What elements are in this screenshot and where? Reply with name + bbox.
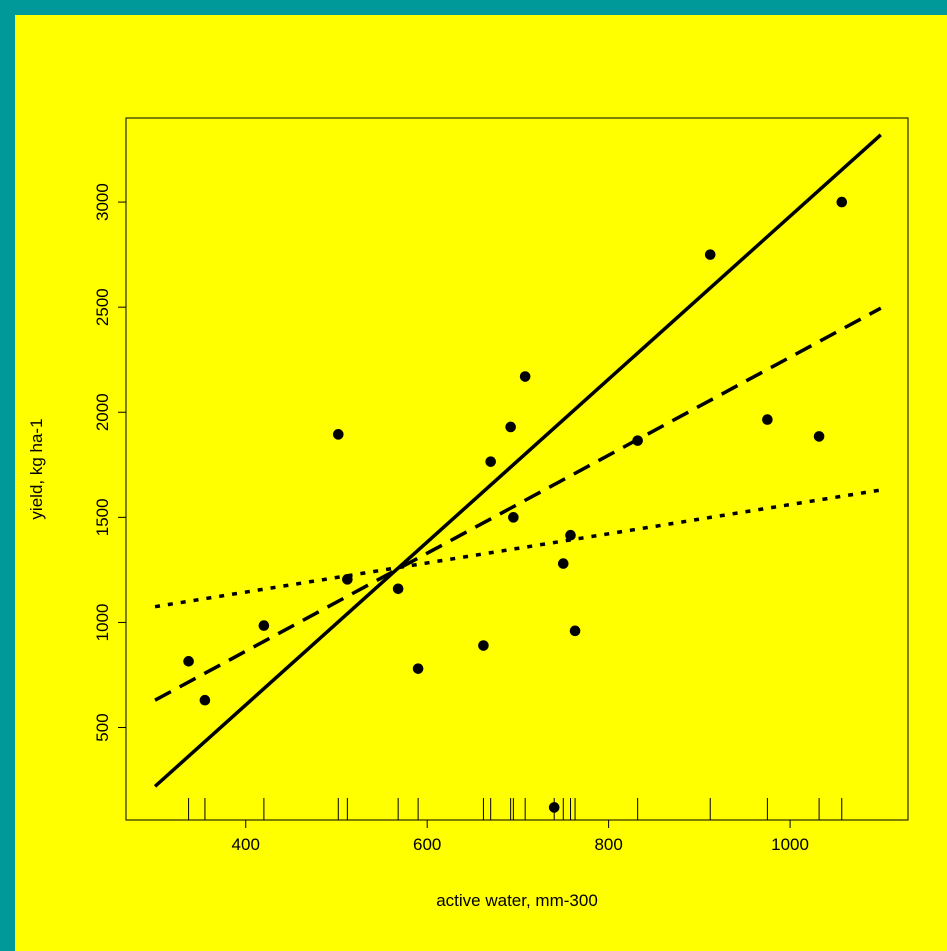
data-point bbox=[762, 414, 773, 425]
data-point bbox=[258, 620, 270, 631]
data-point bbox=[412, 663, 424, 674]
data-point bbox=[392, 583, 404, 595]
solid-fit-line bbox=[153, 133, 882, 788]
data-point bbox=[342, 574, 353, 585]
y-tick-label: 2000 bbox=[93, 393, 112, 431]
x-axis-label: active water, mm-300 bbox=[436, 891, 598, 910]
x-tick-label: 1000 bbox=[771, 835, 809, 854]
data-point bbox=[508, 512, 519, 523]
rug-marks bbox=[188, 798, 843, 820]
data-point bbox=[478, 640, 489, 651]
y-tick-label: 1000 bbox=[93, 604, 112, 642]
x-tick-label: 600 bbox=[413, 835, 441, 854]
y-tick-label: 2500 bbox=[93, 288, 112, 326]
data-point bbox=[836, 196, 848, 208]
data-point bbox=[485, 456, 496, 467]
chart-frame: 400 600 800 1000 500 1000 1500 2000 2500 3000 act… bbox=[15, 15, 947, 951]
plot-area-border bbox=[125, 117, 909, 821]
y-axis-label: yield, kg ha-1 bbox=[27, 418, 46, 519]
y-tick-label: 1500 bbox=[93, 498, 112, 536]
scatter-plot: 400 600 800 1000 500 1000 1500 2000 2500 3000 act… bbox=[27, 117, 909, 910]
dotted-fit-line bbox=[154, 488, 882, 609]
fit-lines bbox=[153, 133, 882, 788]
y-tick-label: 3000 bbox=[93, 183, 112, 221]
dashed-fit-line bbox=[154, 306, 882, 702]
data-point bbox=[183, 656, 194, 667]
data-point bbox=[519, 371, 531, 382]
data-point bbox=[813, 431, 825, 442]
axis-ticks: 400 600 800 1000 500 1000 1500 2000 2500 3000 bbox=[93, 183, 809, 854]
data-point bbox=[505, 421, 516, 433]
data-point bbox=[569, 625, 581, 637]
x-tick-label: 800 bbox=[594, 835, 622, 854]
data-point bbox=[199, 694, 211, 706]
data-point bbox=[565, 529, 576, 541]
data-point bbox=[548, 802, 560, 813]
data-points bbox=[183, 196, 848, 813]
x-tick-label: 400 bbox=[232, 835, 260, 854]
data-point bbox=[632, 435, 643, 446]
y-tick-label: 500 bbox=[93, 713, 112, 741]
data-point bbox=[557, 558, 569, 569]
data-point bbox=[704, 249, 716, 260]
data-point bbox=[332, 429, 344, 440]
